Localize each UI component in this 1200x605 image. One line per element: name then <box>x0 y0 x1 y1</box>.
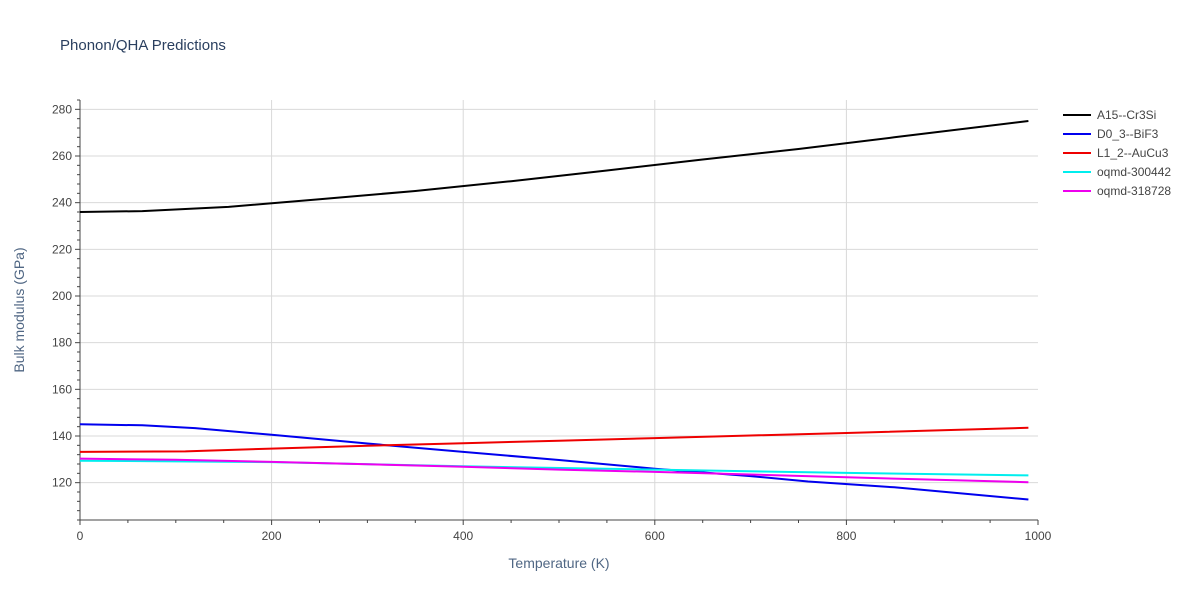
y-tick-label: 240 <box>52 196 72 210</box>
legend-label: A15--Cr3Si <box>1097 108 1156 122</box>
series-line-oqmd-300442 <box>79 459 1029 477</box>
series <box>79 120 1029 501</box>
series-line-l1-2-aucu3 <box>79 426 1029 453</box>
y-tick-label: 200 <box>52 289 72 303</box>
y-tick-label: 220 <box>52 242 72 256</box>
x-tick-label: 600 <box>645 529 665 543</box>
x-tick-label: 1000 <box>1025 529 1052 543</box>
series-line-a15-cr3si <box>79 120 1029 213</box>
legend-label: L1_2--AuCu3 <box>1097 146 1169 160</box>
y-tick-label: 140 <box>52 429 72 443</box>
y-tick-label: 280 <box>52 102 72 116</box>
grid <box>80 100 1038 520</box>
y-axis-title: Bulk modulus (GPa) <box>11 247 27 372</box>
y-tick-label: 180 <box>52 336 72 350</box>
y-tick-label: 260 <box>52 149 72 163</box>
y-tick-label: 120 <box>52 476 72 490</box>
chart-title: Phonon/QHA Predictions <box>60 37 226 54</box>
x-tick-label: 400 <box>453 529 473 543</box>
legend-label: D0_3--BiF3 <box>1097 127 1159 141</box>
axes: 0 200 400 600 800 1000 120 140 160 180 200 220 240 26… <box>52 99 1052 543</box>
x-tick-label: 800 <box>836 529 856 543</box>
legend-label: oqmd-318728 <box>1097 184 1171 198</box>
legend: A15--Cr3Si D0_3--BiF3 L1_2--AuCu3 oqmd-3004… <box>1063 108 1171 198</box>
x-tick-label: 0 <box>77 529 84 543</box>
x-axis-title: Temperature (K) <box>508 555 609 571</box>
series-line-d0-3-bif3 <box>79 423 1029 501</box>
legend-label: oqmd-300442 <box>1097 165 1171 179</box>
x-tick-label: 200 <box>262 529 282 543</box>
series-line-oqmd-318728 <box>79 457 1029 484</box>
y-tick-label: 160 <box>52 382 72 396</box>
